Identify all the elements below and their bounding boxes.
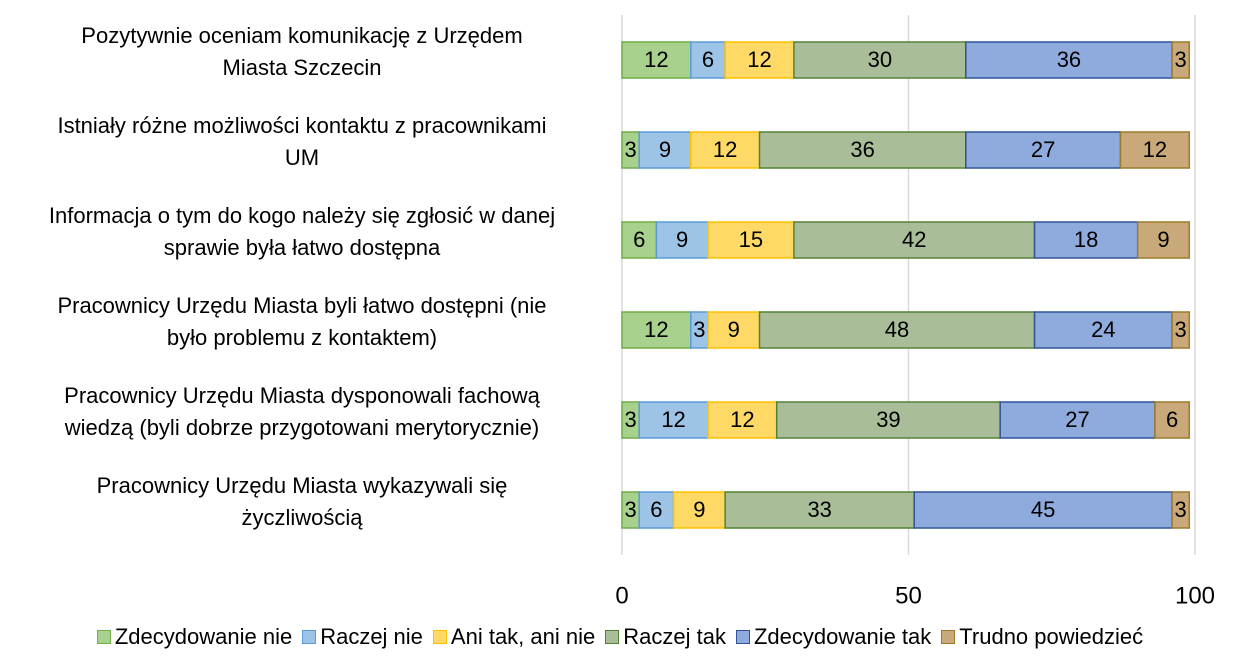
bar-segment xyxy=(913,491,1173,529)
bar-segment xyxy=(621,221,658,259)
x-tick-label: 0 xyxy=(615,582,628,609)
data-label: 36 xyxy=(850,137,874,162)
data-label: 12 xyxy=(1143,137,1167,162)
legend-item: Ani tak, ani nie xyxy=(432,624,596,650)
legend-swatch xyxy=(302,630,317,644)
category-label: Informacja o tym do kogo należy się zgło… xyxy=(48,203,556,260)
x-tick-label: 100 xyxy=(1175,582,1215,609)
legend-label: Raczej tak xyxy=(623,624,726,649)
data-label: 33 xyxy=(807,497,831,522)
legend-label: Raczej nie xyxy=(320,624,423,649)
data-label: 24 xyxy=(1091,317,1115,342)
bar-segment xyxy=(638,491,675,529)
legend-label: Trudno powiedzieć xyxy=(959,624,1144,649)
x-tick-label: 50 xyxy=(895,582,922,609)
bar-segment xyxy=(655,221,709,259)
bar-segment xyxy=(724,41,795,79)
data-label: 9 xyxy=(1157,227,1169,252)
bar-segment xyxy=(1033,311,1173,349)
bar-segment xyxy=(1171,311,1191,349)
bar-segment xyxy=(707,221,795,259)
bar-segment xyxy=(1154,401,1191,439)
bar-segment xyxy=(638,401,709,439)
data-label: 6 xyxy=(702,47,714,72)
legend-label: Zdecydowanie tak xyxy=(753,624,932,649)
data-label: 30 xyxy=(868,47,892,72)
data-label: 6 xyxy=(633,227,645,252)
bar-segment xyxy=(1119,131,1191,169)
data-label: 9 xyxy=(659,137,671,162)
bar-segment xyxy=(1171,41,1191,79)
legend-swatch xyxy=(941,630,956,644)
category-label: Pozytywnie oceniam komunikację z Urzędem… xyxy=(81,23,523,80)
category-label: Pracownicy Urzędu Miasta wykazywali się … xyxy=(96,473,508,530)
legend: Zdecydowanie nie Raczej nie Ani tak, ani n… xyxy=(0,624,1240,650)
data-label: 3 xyxy=(624,407,636,432)
data-label: 6 xyxy=(650,497,662,522)
legend-item: Raczej nie xyxy=(302,624,423,650)
legend-item: Zdecydowanie tak xyxy=(735,624,932,650)
data-label: 27 xyxy=(1065,407,1089,432)
legend-swatch xyxy=(735,630,750,644)
data-label: 9 xyxy=(676,227,688,252)
data-label: 36 xyxy=(1057,47,1081,72)
data-label: 12 xyxy=(747,47,771,72)
data-label: 18 xyxy=(1074,227,1098,252)
data-label: 15 xyxy=(739,227,763,252)
legend-item: Raczej tak xyxy=(605,624,726,650)
legend-item: Trudno powiedzieć xyxy=(941,624,1143,650)
bar-segment xyxy=(707,401,778,439)
bar-segment xyxy=(724,491,915,529)
bar-segment xyxy=(1136,221,1191,259)
data-label: 3 xyxy=(1175,317,1187,342)
data-label: 45 xyxy=(1031,497,1055,522)
bar-segment xyxy=(1171,491,1191,529)
category-label: Pracownicy Urzędu Miasta dysponowali fac… xyxy=(64,383,540,440)
legend-label: Ani tak, ani nie xyxy=(450,624,596,649)
data-label: 3 xyxy=(1175,497,1187,522)
data-label: 3 xyxy=(1175,47,1187,72)
data-label: 12 xyxy=(730,407,754,432)
bar-segment xyxy=(758,311,1036,349)
bar-segment xyxy=(965,41,1173,79)
legend-swatch xyxy=(605,630,620,644)
category-label: Pracownicy Urzędu Miasta byli łatwo dost… xyxy=(57,293,547,350)
data-label: 12 xyxy=(644,47,668,72)
data-label: 12 xyxy=(713,137,737,162)
data-label: 3 xyxy=(624,137,636,162)
bar-segment xyxy=(1033,221,1139,259)
data-label: 27 xyxy=(1031,137,1055,162)
data-label: 6 xyxy=(1166,407,1178,432)
bar-segment xyxy=(965,131,1122,169)
data-label: 42 xyxy=(902,227,926,252)
legend-swatch xyxy=(432,630,447,644)
data-label: 12 xyxy=(661,407,685,432)
legend-label: Zdecydowanie nie xyxy=(114,624,293,649)
legend-swatch xyxy=(96,630,111,644)
data-label: 3 xyxy=(624,497,636,522)
data-label: 39 xyxy=(876,407,900,432)
category-label: Istniały różne możliwości kontaktu z pra… xyxy=(57,113,547,170)
data-label: 12 xyxy=(644,317,668,342)
data-label: 3 xyxy=(693,317,705,342)
bar-segment xyxy=(999,401,1156,439)
data-label: 9 xyxy=(728,317,740,342)
data-label: 48 xyxy=(885,317,909,342)
bar-segment xyxy=(638,131,692,169)
legend-item: Zdecydowanie nie xyxy=(96,624,293,650)
bar-segment xyxy=(621,311,692,349)
bar-segment xyxy=(758,131,967,169)
bar-segment xyxy=(621,41,692,79)
data-label: 9 xyxy=(693,497,705,522)
